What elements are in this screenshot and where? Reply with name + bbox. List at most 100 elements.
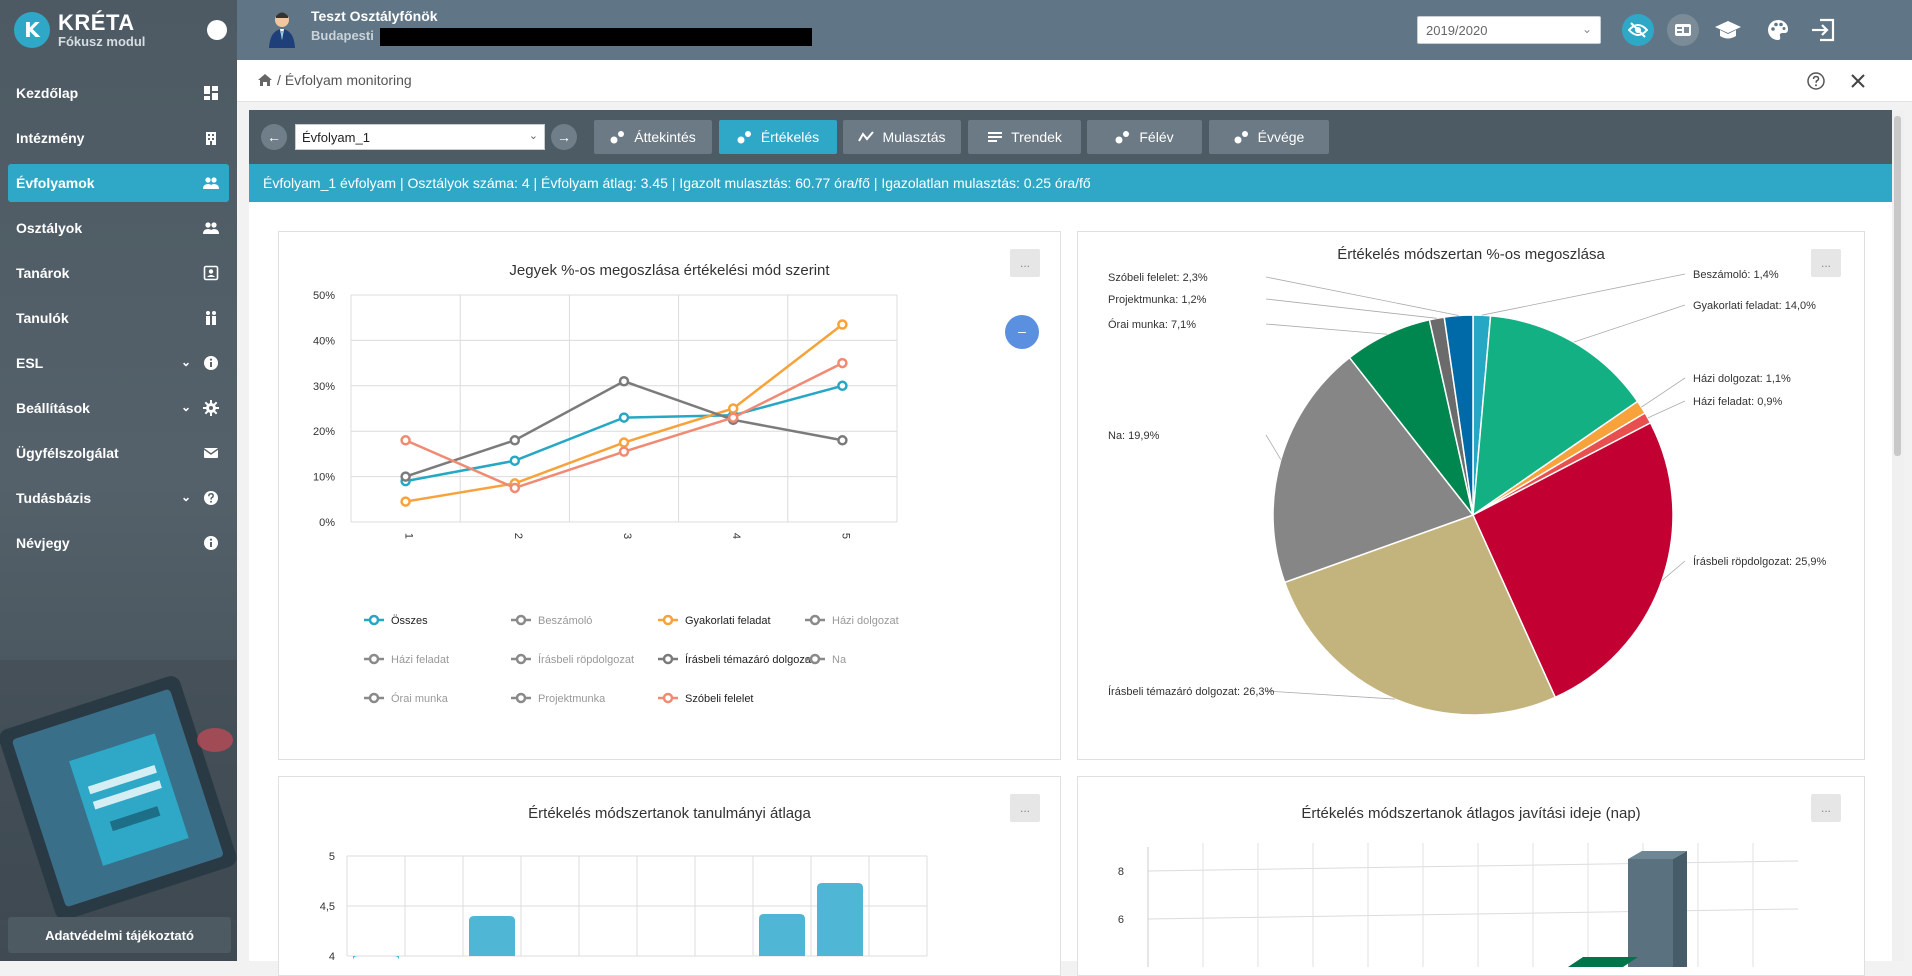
legend-item[interactable]: Házi dolgozat bbox=[805, 614, 899, 627]
logout-button[interactable] bbox=[1807, 14, 1839, 46]
scrollbar-thumb[interactable] bbox=[1894, 116, 1901, 456]
sidebar-item-2[interactable]: Évfolyamok bbox=[8, 164, 229, 202]
sidebar-item-5[interactable]: Tanulók bbox=[8, 299, 229, 337]
page-header: / Évfolyam monitoring bbox=[237, 60, 1912, 102]
tab-overview[interactable]: Áttekintés bbox=[594, 120, 712, 154]
sidebar-item-1[interactable]: Intézmény bbox=[8, 119, 229, 157]
sidebar-toggle-button[interactable] bbox=[207, 20, 227, 40]
grade-select[interactable]: Évfolyam_1 ⌄ bbox=[295, 124, 545, 150]
legend-item[interactable]: Házi feladat bbox=[364, 653, 449, 666]
main-content: ← Évfolyam_1 ⌄ → Áttekintés Értékelés Mula… bbox=[249, 110, 1894, 976]
breadcrumb-current: Évfolyam monitoring bbox=[284, 72, 412, 88]
home-icon[interactable] bbox=[257, 73, 273, 87]
legend-item[interactable]: Beszámoló bbox=[511, 614, 592, 627]
legend-swatch-marker bbox=[368, 692, 380, 704]
sidebar-item-10[interactable]: Névjegy bbox=[8, 524, 229, 562]
next-grade-button[interactable]: → bbox=[551, 124, 577, 150]
close-icon[interactable] bbox=[1849, 72, 1867, 90]
chart-menu-button[interactable]: ... bbox=[1010, 249, 1040, 277]
tab-year-end[interactable]: Évvége bbox=[1209, 120, 1329, 154]
sidebar-item-label: Beállítások bbox=[16, 400, 90, 416]
data-point[interactable] bbox=[727, 412, 739, 423]
chevron-down-icon: ⌄ bbox=[528, 130, 538, 142]
data-point[interactable] bbox=[618, 437, 630, 448]
legend-swatch-marker bbox=[662, 653, 674, 665]
tablet-decoration-image bbox=[0, 660, 237, 920]
sidebar-item-9[interactable]: Tudásbázis ⌄ bbox=[8, 479, 229, 517]
privacy-policy-button[interactable]: Adatvédelmi tájékoztató bbox=[8, 917, 231, 953]
data-point[interactable] bbox=[837, 357, 848, 369]
legend-item[interactable]: Órai munka bbox=[364, 692, 449, 705]
data-point[interactable] bbox=[618, 376, 630, 387]
previous-grade-button[interactable]: ← bbox=[261, 124, 287, 150]
data-point[interactable] bbox=[837, 319, 848, 330]
grid-line bbox=[1147, 908, 1799, 920]
leader-line bbox=[1265, 298, 1437, 319]
chart-menu-button[interactable]: ... bbox=[1010, 794, 1040, 822]
tab-absence[interactable]: Mulasztás bbox=[843, 120, 961, 154]
id-card-icon bbox=[1675, 24, 1691, 36]
sidebar-item-label: Osztályok bbox=[16, 220, 83, 236]
user-avatar[interactable] bbox=[267, 10, 297, 48]
legend-swatch-marker bbox=[809, 653, 821, 665]
pie-slice[interactable] bbox=[1472, 314, 1639, 517]
overview-icon bbox=[610, 131, 625, 144]
data-point[interactable] bbox=[509, 482, 521, 494]
zoom-out-button[interactable]: – bbox=[1005, 315, 1039, 349]
visibility-toggle-button[interactable] bbox=[1622, 14, 1654, 46]
legend-label: Összes bbox=[391, 615, 428, 627]
tab-semester[interactable]: Félév bbox=[1087, 120, 1202, 154]
legend-item[interactable]: Szóbeli felelet bbox=[658, 692, 754, 705]
sidebar-item-7[interactable]: Beállítások ⌄ bbox=[8, 389, 229, 427]
data-point[interactable] bbox=[400, 496, 411, 507]
legend-item[interactable]: Projektmunka bbox=[511, 692, 606, 705]
sidebar-item-8[interactable]: Ügyfélszolgálat bbox=[8, 434, 229, 472]
chart-menu-button[interactable]: ... bbox=[1811, 249, 1841, 277]
data-point[interactable] bbox=[618, 446, 630, 457]
id-card-button[interactable] bbox=[1667, 14, 1699, 46]
sidebar-item-0[interactable]: Kezdőlap bbox=[8, 74, 229, 112]
legend-item[interactable]: Na bbox=[805, 653, 847, 666]
data-point[interactable] bbox=[618, 412, 630, 423]
sidebar-item-6[interactable]: ESL ⌄ bbox=[8, 344, 229, 382]
data-point[interactable] bbox=[509, 455, 521, 466]
bar[interactable] bbox=[817, 883, 863, 956]
legend-label: Házi dolgozat bbox=[832, 615, 899, 627]
legend-label: Írásbeli röpdolgozat bbox=[538, 653, 634, 666]
education-button[interactable] bbox=[1712, 14, 1744, 46]
data-point[interactable] bbox=[727, 403, 739, 414]
sidebar-item-3[interactable]: Osztályok bbox=[8, 209, 229, 247]
legend-item[interactable]: Gyakorlati feladat bbox=[658, 614, 771, 627]
data-point[interactable] bbox=[400, 435, 411, 446]
sidebar: K KRÉTA Fókusz modul Kezdőlap Intézmény Év… bbox=[0, 0, 237, 961]
data-point[interactable] bbox=[400, 471, 411, 482]
data-point[interactable] bbox=[837, 380, 848, 392]
bar[interactable] bbox=[469, 916, 515, 956]
tab-rating[interactable]: Értékelés bbox=[719, 120, 837, 154]
sidebar-item-label: Kezdőlap bbox=[16, 85, 79, 101]
help-icon[interactable] bbox=[1807, 72, 1825, 90]
data-point[interactable] bbox=[837, 435, 848, 446]
tab-trends[interactable]: Trendek bbox=[968, 120, 1081, 154]
logout-icon bbox=[1812, 18, 1835, 42]
legend-item[interactable]: Írásbeli témazáró dolgozat bbox=[658, 653, 814, 666]
bar[interactable] bbox=[353, 956, 399, 961]
legend-item[interactable]: Írásbeli röpdolgozat bbox=[511, 653, 634, 666]
pie-slice[interactable] bbox=[1283, 514, 1557, 716]
legend-swatch-marker bbox=[515, 692, 527, 704]
y-tick-label: 4,5 bbox=[320, 901, 335, 913]
chart-menu-button[interactable]: ... bbox=[1811, 794, 1841, 822]
x-tick-label: 2 bbox=[512, 533, 524, 539]
series-line[interactable] bbox=[405, 384, 843, 483]
data-point[interactable] bbox=[509, 435, 521, 446]
bar[interactable] bbox=[759, 914, 805, 956]
legend-item[interactable]: Összes bbox=[364, 614, 428, 627]
logo[interactable]: K KRÉTA Fókusz modul bbox=[0, 0, 237, 60]
sidebar-item-4[interactable]: Tanárok bbox=[8, 254, 229, 292]
legend-label: Projektmunka bbox=[538, 693, 606, 705]
page-scrollbar[interactable] bbox=[1892, 110, 1904, 961]
bar-front[interactable] bbox=[1628, 859, 1673, 967]
theme-button[interactable] bbox=[1762, 14, 1794, 46]
semester-icon bbox=[1115, 131, 1130, 144]
school-year-select[interactable]: 2019/2020 ⌄ bbox=[1417, 16, 1601, 44]
